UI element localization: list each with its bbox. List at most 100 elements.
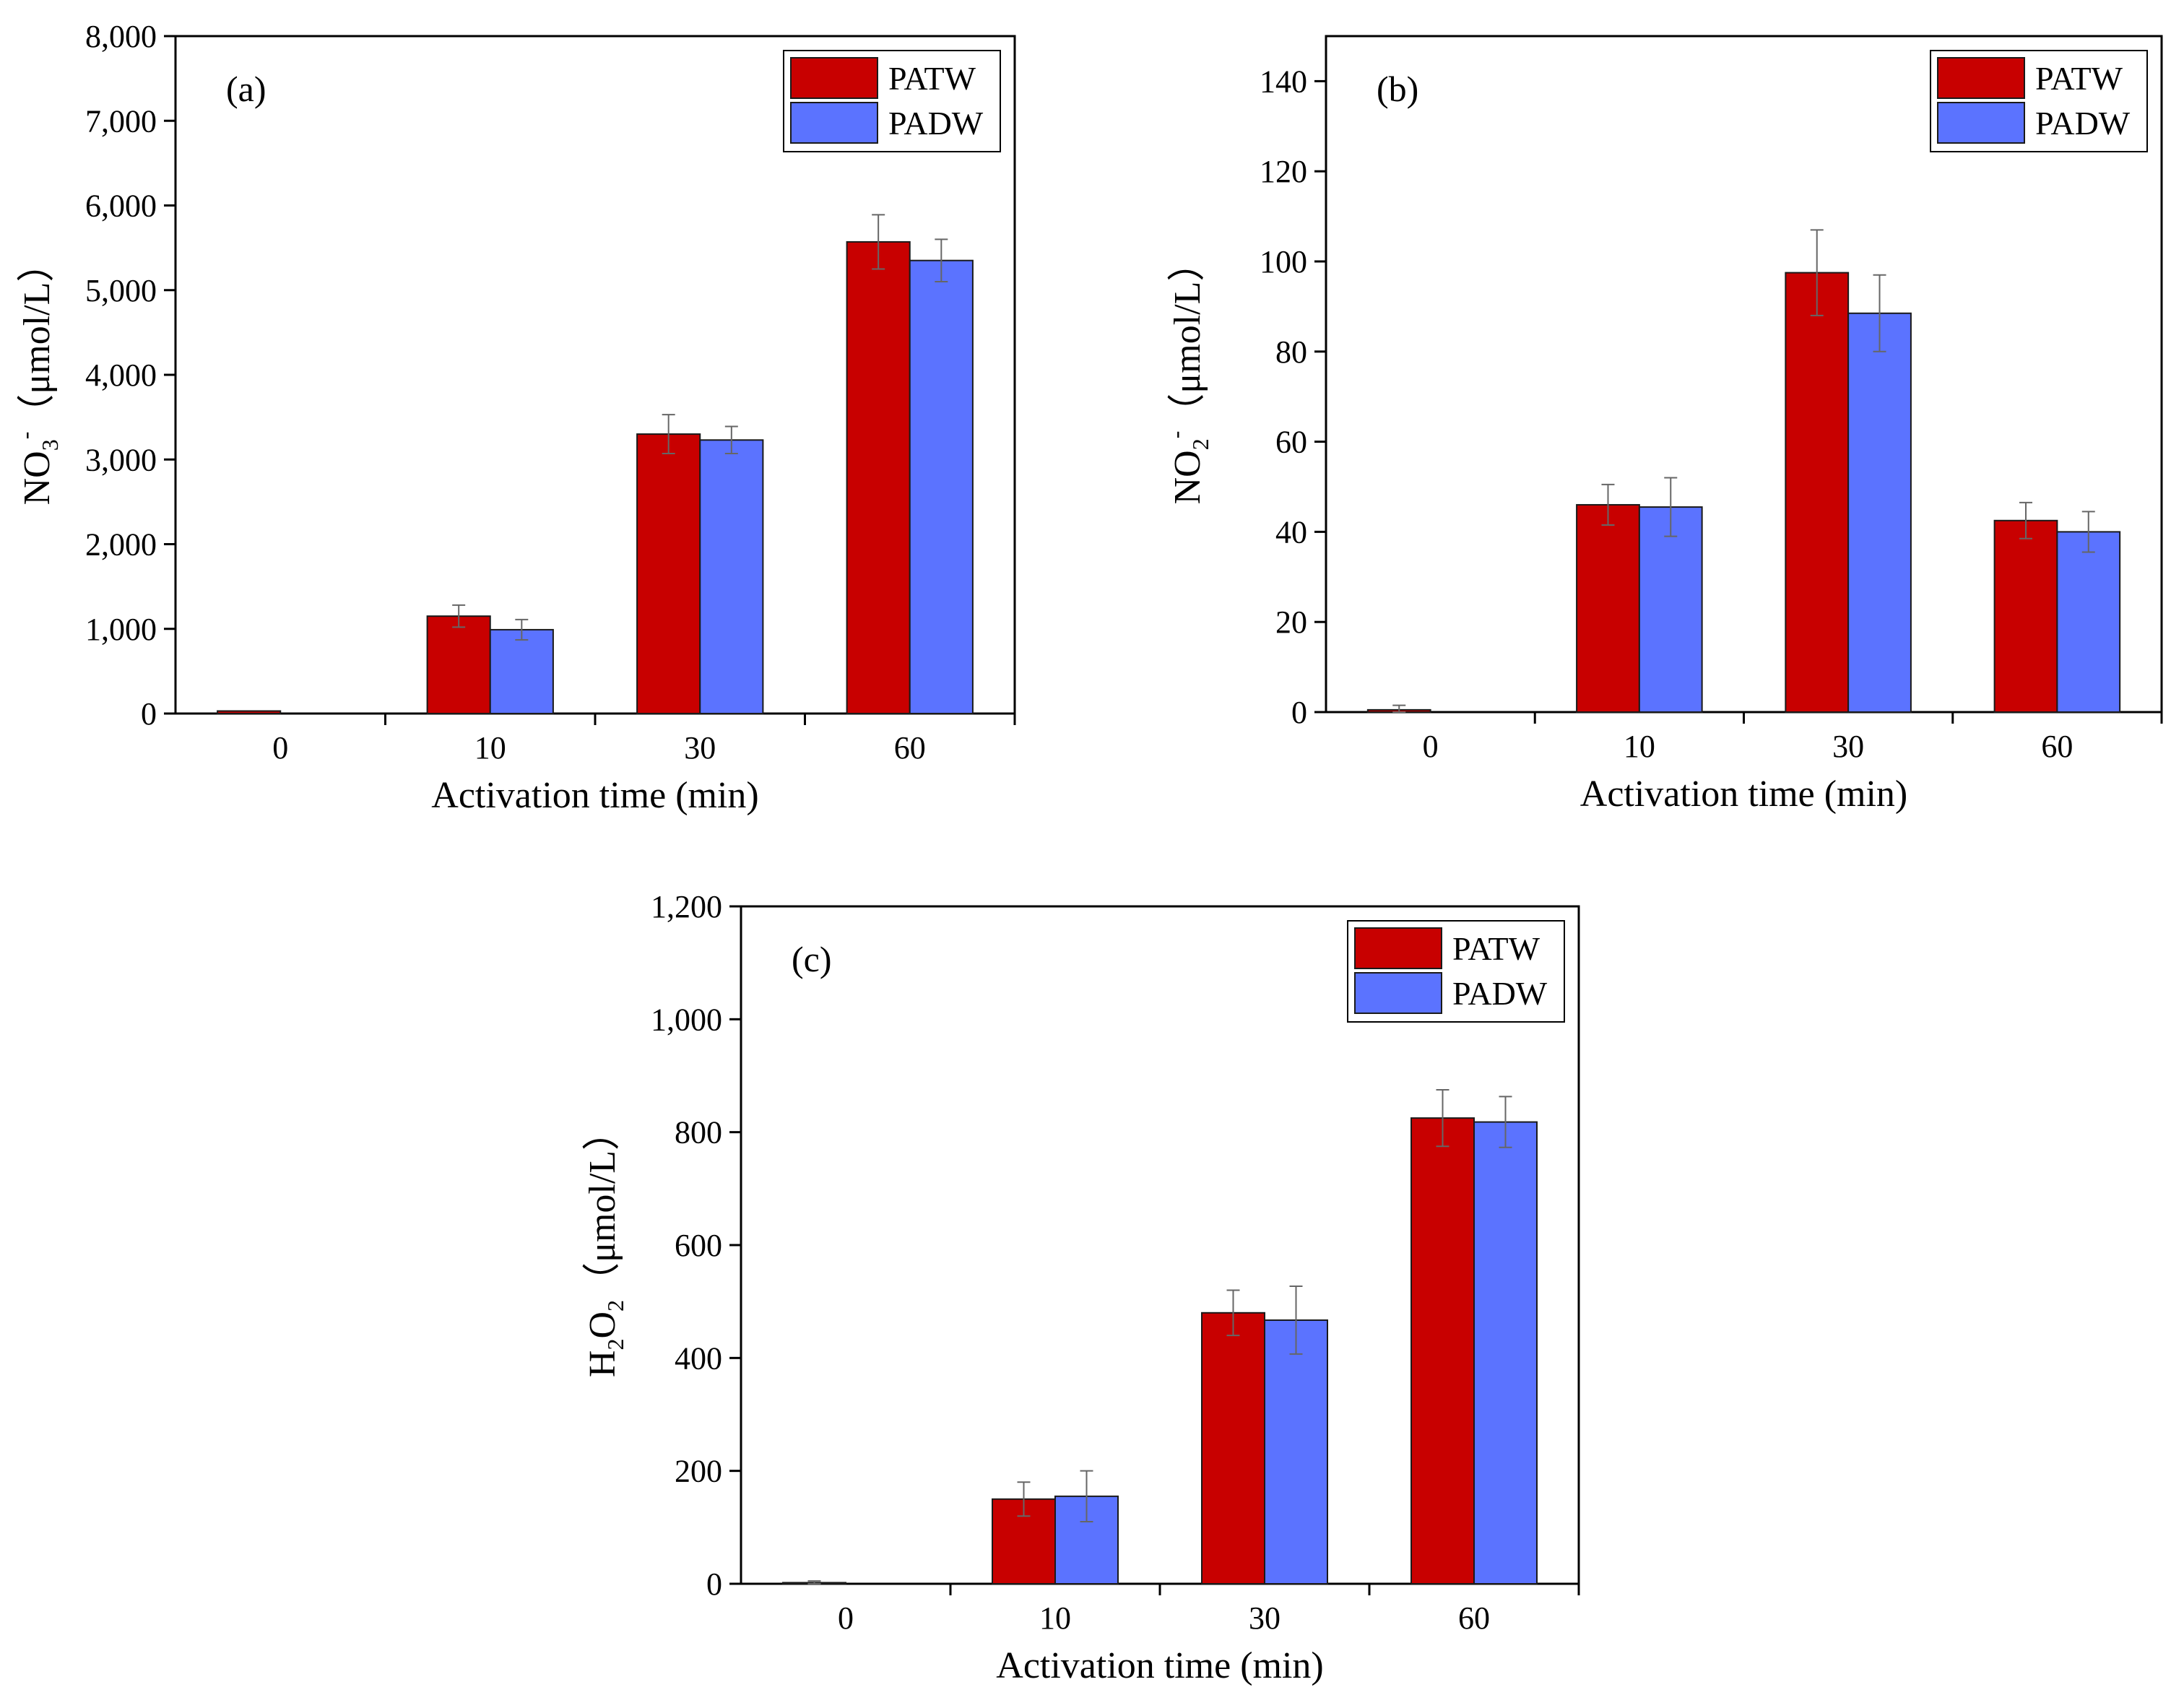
error-bar-patw-30 bbox=[1226, 1289, 1240, 1337]
legend-label-padw: PADW bbox=[1452, 975, 1548, 1012]
bar-patw-60 bbox=[1993, 519, 2058, 713]
bar-padw-30 bbox=[699, 439, 764, 714]
y-tick-label: 140 bbox=[1260, 64, 1307, 99]
y-tick-label: 1,200 bbox=[651, 889, 722, 924]
legend-swatch-padw bbox=[1354, 972, 1442, 1014]
bar-patw-30 bbox=[1785, 272, 1850, 714]
y-tick-label: 3,000 bbox=[85, 442, 157, 477]
error-bar-patw-30 bbox=[662, 414, 675, 455]
x-tick-label: 30 bbox=[684, 730, 716, 766]
y-tick-label: 2,000 bbox=[85, 527, 157, 563]
x-tick-label: 60 bbox=[894, 730, 926, 766]
x-tick-label: 10 bbox=[1039, 1600, 1071, 1636]
panel-label: (c) bbox=[792, 939, 832, 979]
legend-label-patw: PATW bbox=[888, 60, 976, 97]
error-bar-padw-10 bbox=[1664, 477, 1678, 537]
error-bar-patw-0 bbox=[1392, 704, 1406, 713]
x-axis-title: Activation time (min) bbox=[996, 1645, 1323, 1686]
error-bar-patw-0 bbox=[807, 1580, 821, 1585]
error-bar-padw-30 bbox=[1289, 1286, 1303, 1355]
x-tick-label: 60 bbox=[1458, 1600, 1490, 1636]
bar-padw-60 bbox=[1473, 1121, 1538, 1585]
x-axis-title: Activation time (min) bbox=[431, 775, 758, 816]
y-tick-label: 400 bbox=[675, 1340, 722, 1376]
legend-swatch-patw bbox=[1937, 57, 2025, 99]
panel-label: (b) bbox=[1377, 69, 1418, 109]
y-tick-label: 600 bbox=[675, 1228, 722, 1263]
legend-label-padw: PADW bbox=[2035, 105, 2131, 142]
x-tick-label: 0 bbox=[838, 1600, 854, 1636]
x-tick-label: 30 bbox=[1832, 729, 1864, 764]
legend: PATW PADW bbox=[783, 50, 1001, 152]
bar-padw-10 bbox=[489, 628, 554, 714]
legend-swatch-patw bbox=[1354, 927, 1442, 969]
y-tick-label: 40 bbox=[1275, 514, 1307, 550]
y-tick-label: 0 bbox=[141, 696, 157, 732]
panel-label: (a) bbox=[226, 69, 266, 109]
x-tick-label: 10 bbox=[474, 730, 506, 766]
legend: PATW PADW bbox=[1930, 50, 2148, 152]
bar-padw-30 bbox=[1264, 1319, 1328, 1585]
y-tick-label: 0 bbox=[1291, 695, 1307, 730]
error-bar-padw-30 bbox=[724, 425, 738, 455]
bar-padw-60 bbox=[909, 259, 974, 714]
bar-patw-10 bbox=[1576, 503, 1640, 714]
x-axis-title: Activation time (min) bbox=[1580, 773, 1907, 815]
x-tick-label: 60 bbox=[2041, 729, 2073, 764]
error-bar-patw-60 bbox=[2019, 501, 2032, 539]
error-bar-patw-30 bbox=[1810, 229, 1824, 316]
bar-patw-30 bbox=[1201, 1312, 1265, 1585]
y-tick-label: 120 bbox=[1260, 154, 1307, 189]
bar-patw-0 bbox=[217, 710, 282, 714]
error-bar-patw-10 bbox=[1017, 1481, 1031, 1517]
y-tick-label: 60 bbox=[1275, 425, 1307, 460]
error-bar-patw-60 bbox=[1436, 1089, 1450, 1148]
y-tick-label: 200 bbox=[675, 1454, 722, 1489]
y-tick-label: 4,000 bbox=[85, 357, 157, 393]
y-tick-label: 20 bbox=[1275, 604, 1307, 640]
error-bar-padw-60 bbox=[1499, 1096, 1512, 1148]
y-tick-label: 5,000 bbox=[85, 273, 157, 308]
chart-panel-c: 0 200 400 600 800 1,000 1,200 0 10 30 60 Activation… bbox=[582, 889, 1580, 1686]
legend-label-padw: PADW bbox=[888, 105, 984, 142]
x-tick-label: 0 bbox=[272, 730, 288, 766]
chart-panel-a: 0 1,000 2,000 3,000 4,000 5,000 6,000 7,000 8,00… bbox=[12, 19, 1016, 816]
error-bar-padw-10 bbox=[1080, 1470, 1093, 1523]
x-tick-label: 0 bbox=[1423, 729, 1439, 764]
y-tick-label: 6,000 bbox=[85, 188, 157, 224]
legend-label-patw: PATW bbox=[1452, 930, 1540, 967]
error-bar-patw-10 bbox=[452, 604, 466, 628]
bar-padw-60 bbox=[2056, 531, 2121, 714]
x-tick-label: 10 bbox=[1624, 729, 1655, 764]
bar-patw-60 bbox=[1410, 1117, 1475, 1585]
y-tick-label: 0 bbox=[706, 1566, 722, 1602]
bar-padw-30 bbox=[1847, 312, 1912, 713]
y-tick-label: 8,000 bbox=[85, 19, 157, 54]
bar-padw-10 bbox=[1638, 506, 1703, 714]
error-bar-padw-10 bbox=[515, 618, 529, 641]
legend-label-patw: PATW bbox=[2035, 60, 2123, 97]
y-axis-title: NO3-（μmol/L） bbox=[12, 245, 63, 506]
error-bar-patw-10 bbox=[1601, 483, 1615, 526]
y-tick-label: 7,000 bbox=[85, 103, 157, 139]
chart-panel-b: 0 20 40 60 80 100 120 140 0 10 30 60 Activation time… bbox=[1163, 35, 2163, 815]
legend-swatch-padw bbox=[1937, 102, 2025, 144]
legend-swatch-patw bbox=[790, 57, 878, 99]
bar-patw-10 bbox=[426, 615, 491, 714]
y-tick-label: 1,000 bbox=[85, 612, 157, 647]
error-bar-padw-60 bbox=[935, 238, 948, 283]
y-tick-label: 1,000 bbox=[651, 1002, 722, 1037]
legend-swatch-padw bbox=[790, 102, 878, 144]
y-axis-title: H2O2（μmol/L） bbox=[582, 1113, 628, 1377]
bar-patw-60 bbox=[846, 240, 911, 715]
x-tick-label: 30 bbox=[1249, 1600, 1280, 1636]
y-tick-label: 800 bbox=[675, 1115, 722, 1150]
error-bar-patw-60 bbox=[872, 214, 885, 270]
y-tick-label: 80 bbox=[1275, 334, 1307, 370]
bar-patw-30 bbox=[636, 433, 701, 714]
y-tick-label: 100 bbox=[1260, 244, 1307, 279]
legend: PATW PADW bbox=[1347, 920, 1565, 1023]
error-bar-padw-60 bbox=[2081, 511, 2095, 553]
y-axis-title: NO2-（μmol/L） bbox=[1163, 244, 1213, 505]
